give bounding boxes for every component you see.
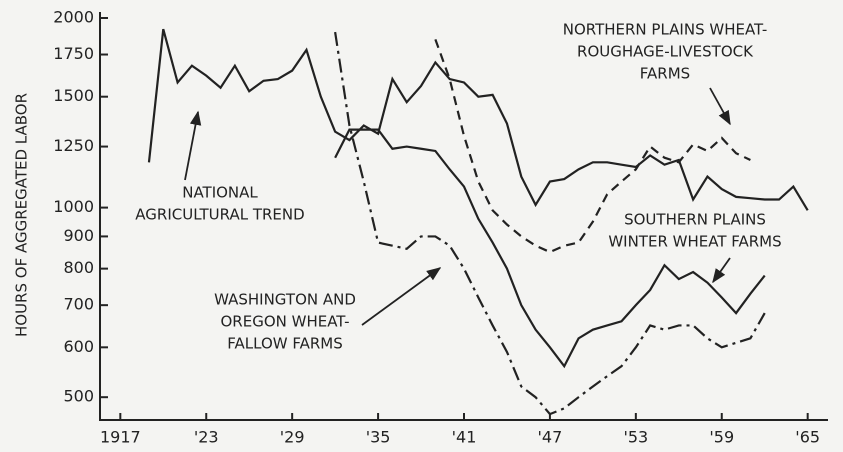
y-tick-label: 700 <box>63 295 94 314</box>
series-label: FARMS <box>640 65 690 83</box>
axis-frame <box>99 12 828 421</box>
series-label: NORTHERN PLAINS WHEAT- <box>563 21 768 39</box>
y-tick-label: 1750 <box>53 44 94 63</box>
y-tick-label: 800 <box>63 258 94 277</box>
series-line <box>334 31 766 416</box>
series-line <box>434 38 751 254</box>
x-tick-label: 1917 <box>100 428 141 447</box>
y-tick-label: 2000 <box>53 8 94 27</box>
series-label: FALLOW FARMS <box>227 335 343 353</box>
y-tick-label: 900 <box>63 226 94 245</box>
series-label: SOUTHERN PLAINS <box>624 211 766 229</box>
series-label: WASHINGTON AND <box>214 291 356 309</box>
y-tick-label: 500 <box>63 387 94 406</box>
x-tick-label: '53 <box>623 428 648 447</box>
series-line <box>334 128 766 369</box>
series-label: NATIONAL <box>182 184 258 202</box>
series-label: AGRICULTURAL TREND <box>135 206 304 224</box>
y-axis-label: HOURS OF AGGREGATED LABOR <box>13 93 31 337</box>
x-tick-label: '47 <box>538 428 563 447</box>
x-tick-label: '59 <box>709 428 734 447</box>
label-arrow <box>712 257 731 284</box>
label-arrow <box>709 87 731 126</box>
x-tick-label: '65 <box>795 428 820 447</box>
y-tick-label: 1500 <box>53 86 94 105</box>
series-label: ROUGHAGE-LIVESTOCK <box>577 43 754 61</box>
y-tick-label: 1250 <box>53 136 94 155</box>
x-tick-label: '29 <box>280 428 305 447</box>
series-label: WINTER WHEAT FARMS <box>608 233 781 251</box>
y-tick-label: 600 <box>63 337 94 356</box>
label-arrow <box>184 110 202 181</box>
x-tick-label: '23 <box>194 428 219 447</box>
x-tick-label: '41 <box>452 428 477 447</box>
series-label: OREGON WHEAT- <box>220 313 349 331</box>
series-line <box>147 28 809 211</box>
label-arrow <box>361 267 442 326</box>
x-tick-label: '35 <box>366 428 391 447</box>
y-tick-label: 1000 <box>53 197 94 216</box>
